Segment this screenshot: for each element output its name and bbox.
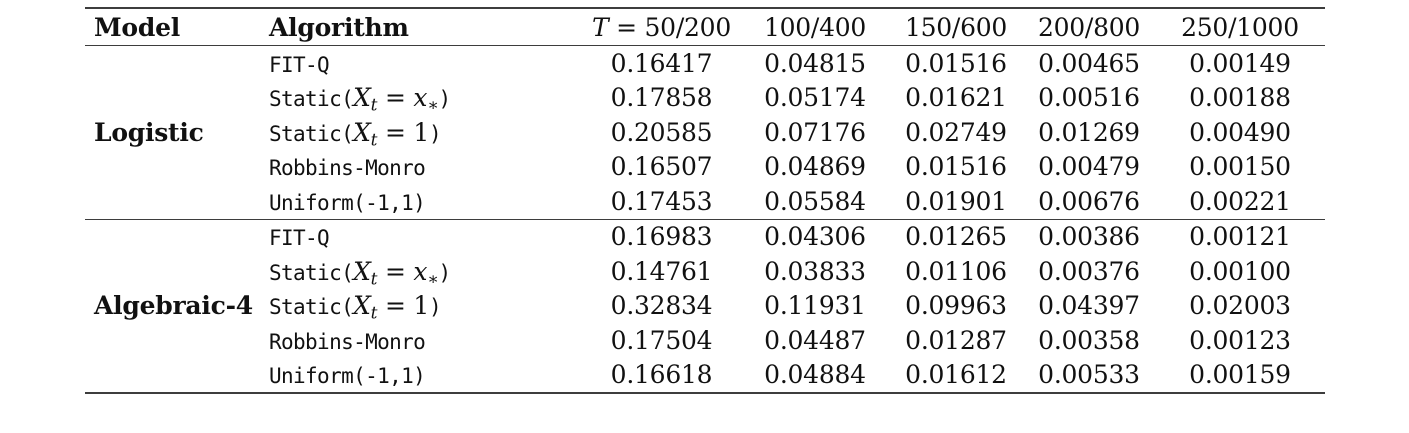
table-row: Static(Xt = x∗) 0.14761 0.03833 0.01106 … (85, 254, 1325, 289)
value-cell: 0.04815 (764, 48, 866, 78)
table-row: Static(Xt = x∗) 0.17858 0.05174 0.01621 … (85, 81, 1325, 116)
value-cell: 0.02003 (1189, 291, 1291, 321)
table-row: Robbins-Monro 0.16507 0.04869 0.01516 0.… (85, 150, 1325, 185)
value-cell: 0.00376 (1038, 256, 1140, 286)
value-cell: 0.04487 (764, 325, 866, 355)
value-cell: 0.00150 (1189, 152, 1291, 182)
value-cell: 0.01106 (905, 256, 1007, 286)
table-row: Static(Xt = 1) 0.32834 0.11931 0.09963 0… (85, 289, 1325, 324)
value-cell: 0.00533 (1038, 360, 1140, 390)
value-cell: 0.00386 (1023, 218, 1155, 254)
value-cell: 0.09963 (905, 291, 1007, 321)
value-cell: 0.04397 (1038, 291, 1140, 321)
value-cell: 0.04869 (764, 152, 866, 182)
results-table: Model Algorithm T = 50/200 100/400 150/6… (85, 7, 1325, 394)
model-label: Logistic (94, 117, 204, 147)
value-cell: 0.00516 (1038, 83, 1140, 113)
value-cell: 0.04306 (741, 218, 889, 254)
algorithm-cell: Static(Xt = 1) (269, 117, 442, 150)
value-cell: 0.01612 (905, 360, 1007, 390)
value-cell: 0.02749 (905, 117, 1007, 147)
algorithm-cell: Uniform(-1,1) (269, 190, 426, 215)
value-cell: 0.16417 (610, 48, 713, 78)
value-cell: 0.00121 (1155, 218, 1325, 254)
column-header-t200: 200/800 (1023, 8, 1155, 46)
algorithm-cell: Uniform(-1,1) (269, 364, 426, 389)
algorithm-cell: Static(Xt = 1) (269, 291, 442, 324)
value-cell: 0.00100 (1189, 256, 1291, 286)
algorithm-cell: Robbins-Monro (269, 156, 426, 181)
value-cell: 0.00479 (1038, 152, 1140, 182)
value-cell: 0.16618 (610, 360, 713, 390)
table-row: Robbins-Monro 0.17504 0.04487 0.01287 0.… (85, 323, 1325, 358)
model-label: Algebraic-4 (85, 218, 265, 393)
value-cell: 0.03833 (764, 256, 866, 286)
value-cell: 0.05584 (764, 186, 866, 216)
value-cell: 0.01516 (905, 152, 1007, 182)
value-cell: 0.01265 (889, 218, 1023, 254)
column-header-model: Model (85, 8, 265, 46)
value-cell: 0.17453 (610, 186, 713, 216)
column-header-t150: 150/600 (889, 8, 1023, 46)
value-cell: 0.05174 (764, 83, 866, 113)
value-cell: 0.00465 (1038, 48, 1140, 78)
value-cell: 0.00221 (1189, 186, 1291, 216)
table-row: Logistic FIT-Q 0.16417 0.04815 0.01516 0… (85, 46, 1325, 147)
algorithm-cell: Robbins-Monro (269, 329, 426, 354)
value-cell: 0.16983 (582, 218, 741, 254)
value-cell: 0.16507 (610, 152, 713, 182)
table-row: Uniform(-1,1) 0.16618 0.04884 0.01612 0.… (85, 358, 1325, 394)
column-header-t250: 250/1000 (1155, 8, 1325, 46)
value-cell: 0.20585 (610, 117, 713, 147)
value-cell: 0.14761 (610, 256, 713, 286)
value-cell: 0.17504 (610, 325, 713, 355)
value-cell: 0.04884 (764, 360, 866, 390)
algorithm-cell: Static(Xt = x∗) (269, 83, 451, 116)
value-cell: 0.11931 (764, 291, 866, 321)
value-cell: 0.32834 (610, 291, 713, 321)
table-row: Uniform(-1,1) 0.17453 0.05584 0.01901 0.… (85, 184, 1325, 219)
table-row: Algebraic-4 FIT-Q 0.16983 0.04306 0.0126… (85, 218, 1325, 393)
value-cell: 0.00123 (1189, 325, 1291, 355)
value-cell: 0.00149 (1189, 48, 1291, 78)
value-cell: 0.00358 (1038, 325, 1140, 355)
algorithm-cell: FIT-Q (265, 218, 582, 254)
value-cell: 0.01287 (905, 325, 1007, 355)
table-header: Model Algorithm T = 50/200 100/400 150/6… (85, 8, 1325, 46)
value-cell: 0.07176 (764, 117, 866, 147)
column-header-t50: T = 50/200 (582, 8, 741, 46)
value-cell: 0.00159 (1189, 360, 1291, 390)
value-cell: 0.00676 (1038, 186, 1140, 216)
value-cell: 0.00490 (1189, 117, 1291, 147)
value-cell: 0.00188 (1189, 83, 1291, 113)
value-cell: 0.17858 (610, 83, 713, 113)
group-logistic: Logistic FIT-Q 0.16417 0.04815 0.01516 0… (85, 46, 1325, 220)
table-row: Static(Xt = 1) 0.20585 0.07176 0.02749 0… (85, 115, 1325, 150)
algorithm-cell: Static(Xt = x∗) (269, 256, 451, 289)
value-cell: 0.01516 (905, 48, 1007, 78)
column-header-algorithm: Algorithm (265, 8, 582, 46)
value-cell: 0.01901 (905, 186, 1007, 216)
value-cell: 0.01269 (1038, 117, 1140, 147)
value-cell: 0.01621 (905, 83, 1007, 113)
group-algebraic-4: Algebraic-4 FIT-Q 0.16983 0.04306 0.0126… (85, 218, 1325, 394)
column-header-t100: 100/400 (741, 8, 889, 46)
algorithm-cell: FIT-Q (269, 52, 330, 77)
header-row: Model Algorithm T = 50/200 100/400 150/6… (85, 8, 1325, 46)
